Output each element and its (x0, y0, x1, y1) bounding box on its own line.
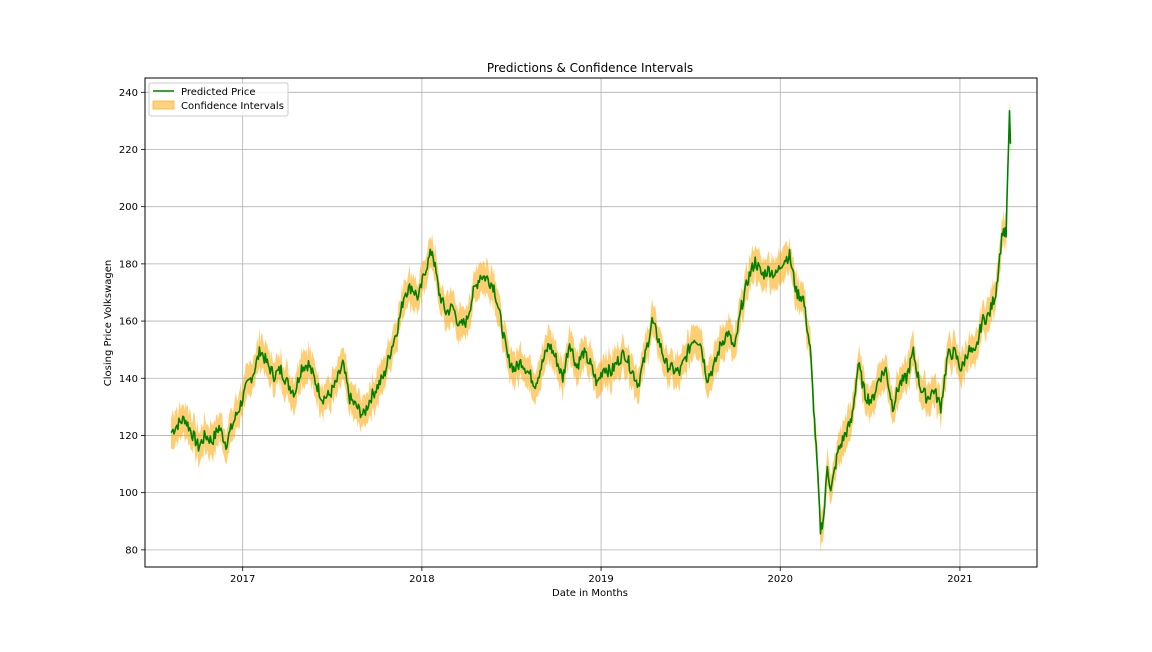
x-axis: 2017 2018 2019 2020 2021 (230, 567, 973, 585)
y-tick-label: 240 (119, 88, 138, 99)
y-tick-label: 100 (119, 488, 138, 499)
y-tick-label: 180 (119, 259, 138, 270)
y-tick-label: 140 (119, 374, 138, 385)
y-tick-label: 200 (119, 202, 138, 213)
legend-label-predicted: Predicted Price (181, 87, 256, 98)
y-axis-label: Closing Price Volkswagen (103, 260, 114, 386)
x-tick-label: 2020 (768, 574, 793, 585)
x-tick-label: 2021 (947, 574, 972, 585)
x-tick-label: 2017 (230, 574, 255, 585)
grid-lines (145, 78, 1037, 567)
y-tick-label: 80 (125, 545, 138, 556)
predicted-price-path (170, 110, 1012, 535)
legend-label-confidence: Confidence Intervals (181, 101, 284, 112)
legend: Predicted Price Confidence Intervals (148, 82, 289, 117)
x-axis-label: Date in Months (552, 588, 628, 599)
legend-box (148, 82, 289, 117)
y-tick-label: 120 (119, 431, 138, 442)
x-tick-label: 2019 (588, 574, 613, 585)
chart-title: Predictions & Confidence Intervals (487, 61, 693, 75)
x-tick-label: 2018 (409, 574, 434, 585)
y-tick-label: 160 (119, 317, 138, 328)
legend-band-swatch (152, 100, 175, 110)
plot-frame (144, 77, 1038, 568)
y-axis: 80 100 120 140 160 180 200 220 240 (119, 88, 145, 556)
y-tick-label: 220 (119, 145, 138, 156)
predicted-price-line (170, 110, 1012, 535)
